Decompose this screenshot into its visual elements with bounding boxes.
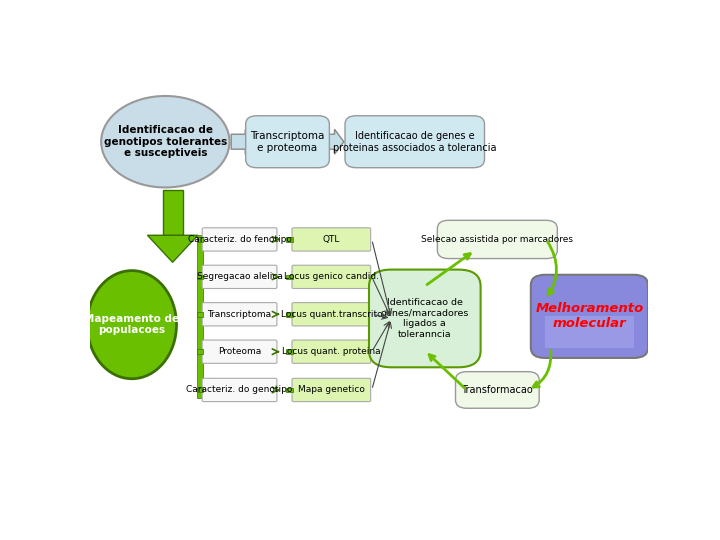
FancyBboxPatch shape	[202, 379, 277, 402]
FancyBboxPatch shape	[197, 388, 203, 392]
FancyBboxPatch shape	[545, 316, 634, 348]
FancyBboxPatch shape	[437, 220, 557, 259]
Text: Locus genico candid.: Locus genico candid.	[284, 272, 379, 281]
FancyBboxPatch shape	[287, 237, 292, 242]
Text: Mapa genetico: Mapa genetico	[298, 386, 365, 394]
FancyBboxPatch shape	[197, 274, 203, 279]
Polygon shape	[161, 182, 185, 185]
FancyBboxPatch shape	[287, 388, 292, 392]
FancyBboxPatch shape	[292, 340, 371, 363]
FancyBboxPatch shape	[287, 349, 292, 354]
Text: Identificacao de genes e
proteinas associados a tolerancia: Identificacao de genes e proteinas assoc…	[333, 131, 497, 152]
Text: QTL: QTL	[323, 235, 340, 244]
Text: Locus quant.transcrito: Locus quant.transcrito	[281, 310, 382, 319]
FancyBboxPatch shape	[197, 349, 203, 354]
FancyBboxPatch shape	[287, 274, 292, 279]
Text: Mapeamento de
populacoes: Mapeamento de populacoes	[84, 314, 179, 335]
FancyBboxPatch shape	[246, 116, 329, 168]
FancyBboxPatch shape	[202, 340, 277, 363]
FancyBboxPatch shape	[456, 372, 539, 408]
Polygon shape	[161, 177, 185, 180]
FancyBboxPatch shape	[197, 237, 203, 242]
Text: Selecao assistida por marcadores: Selecao assistida por marcadores	[421, 235, 573, 244]
Text: Transcriptoma: Transcriptoma	[207, 310, 271, 319]
Text: Identificacao de
genes/marcadores
ligados a
toleranncia: Identificacao de genes/marcadores ligado…	[381, 298, 469, 339]
Polygon shape	[197, 235, 203, 399]
Text: Transcriptoma
e proteoma: Transcriptoma e proteoma	[251, 131, 325, 152]
FancyBboxPatch shape	[292, 379, 371, 402]
Ellipse shape	[87, 271, 176, 379]
Polygon shape	[148, 235, 198, 262]
FancyBboxPatch shape	[292, 228, 371, 251]
FancyBboxPatch shape	[292, 265, 371, 288]
Text: Caracteriz. do fenotipo: Caracteriz. do fenotipo	[188, 235, 292, 244]
FancyBboxPatch shape	[197, 312, 203, 316]
Polygon shape	[163, 190, 183, 235]
Text: Proteoma: Proteoma	[218, 347, 261, 356]
Text: Caracteriz. do genotipo: Caracteriz. do genotipo	[186, 386, 293, 394]
Polygon shape	[320, 129, 344, 154]
Text: Segregacao alelica: Segregacao alelica	[197, 272, 282, 281]
FancyBboxPatch shape	[369, 269, 481, 367]
Text: Melhoramento
molecular: Melhoramento molecular	[535, 302, 644, 330]
Text: Identificacao de
genotipos tolerantes
e susceptiveis: Identificacao de genotipos tolerantes e …	[104, 125, 227, 158]
FancyBboxPatch shape	[202, 302, 277, 326]
FancyBboxPatch shape	[202, 228, 277, 251]
FancyBboxPatch shape	[531, 275, 648, 358]
Text: Transformacao: Transformacao	[462, 385, 534, 395]
Polygon shape	[231, 129, 255, 154]
Text: Locus quant. proteina: Locus quant. proteina	[282, 347, 381, 356]
FancyBboxPatch shape	[345, 116, 485, 168]
FancyBboxPatch shape	[292, 302, 371, 326]
FancyBboxPatch shape	[287, 312, 292, 316]
FancyBboxPatch shape	[202, 265, 277, 288]
Ellipse shape	[101, 96, 230, 187]
